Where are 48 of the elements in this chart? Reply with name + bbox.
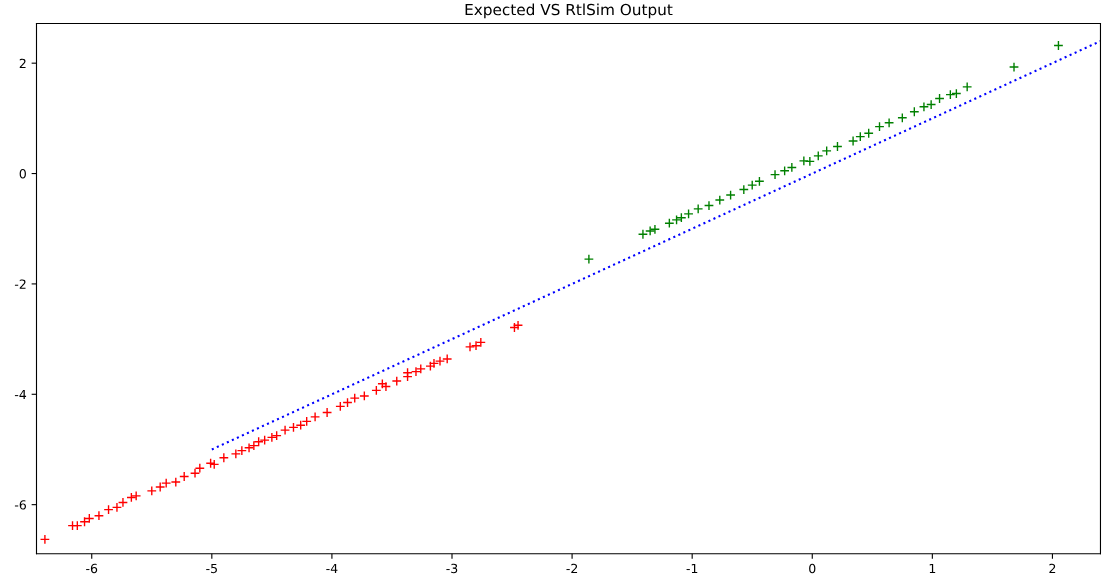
- point: [821, 145, 832, 157]
- x-tick-label: -3: [446, 563, 458, 574]
- point: [391, 375, 402, 387]
- point: [798, 155, 809, 166]
- point: [146, 485, 157, 496]
- x-tick-label: -2: [566, 563, 578, 573]
- point: [322, 407, 333, 418]
- point: [359, 390, 370, 402]
- point: [218, 452, 229, 463]
- x-tick-label: 2: [1049, 563, 1056, 573]
- point: [583, 253, 594, 265]
- y-tick-label: 2: [19, 58, 26, 68]
- point: [279, 425, 291, 436]
- point: [804, 156, 815, 167]
- point: [410, 366, 422, 377]
- y-tick-label: -6: [14, 500, 26, 510]
- point: [714, 194, 725, 206]
- point: [464, 341, 476, 352]
- point: [649, 224, 661, 235]
- y-tick-label: 0: [19, 169, 26, 179]
- x-tick-label: 0: [809, 563, 816, 574]
- point: [170, 476, 181, 488]
- chart-title: Expected VS RtlSim Output: [465, 3, 673, 19]
- point: [39, 534, 50, 545]
- point: [693, 203, 704, 214]
- point: [813, 150, 824, 161]
- point: [962, 81, 973, 92]
- point: [897, 112, 908, 123]
- point: [310, 411, 321, 422]
- point: [725, 189, 736, 201]
- x-tick-label: -4: [326, 563, 338, 573]
- point: [442, 353, 453, 365]
- x-tick-label: -1: [686, 563, 698, 573]
- x-tick-label: -5: [206, 563, 217, 574]
- x-tick-label: -6: [86, 563, 98, 574]
- x-tick-label: 1: [929, 563, 936, 573]
- point: [769, 169, 781, 180]
- y-tick-label: -4: [14, 389, 27, 400]
- point: [93, 510, 105, 521]
- point: [1008, 61, 1020, 73]
- point: [512, 320, 524, 331]
- point: [738, 184, 749, 195]
- point: [884, 117, 895, 128]
- point: [470, 340, 482, 351]
- y-tick-label: -2: [14, 279, 26, 289]
- point: [918, 101, 930, 112]
- point: [703, 200, 715, 211]
- point: [926, 99, 937, 110]
